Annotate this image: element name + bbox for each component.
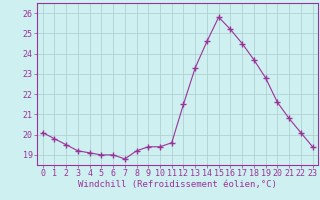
X-axis label: Windchill (Refroidissement éolien,°C): Windchill (Refroidissement éolien,°C) — [78, 180, 277, 189]
